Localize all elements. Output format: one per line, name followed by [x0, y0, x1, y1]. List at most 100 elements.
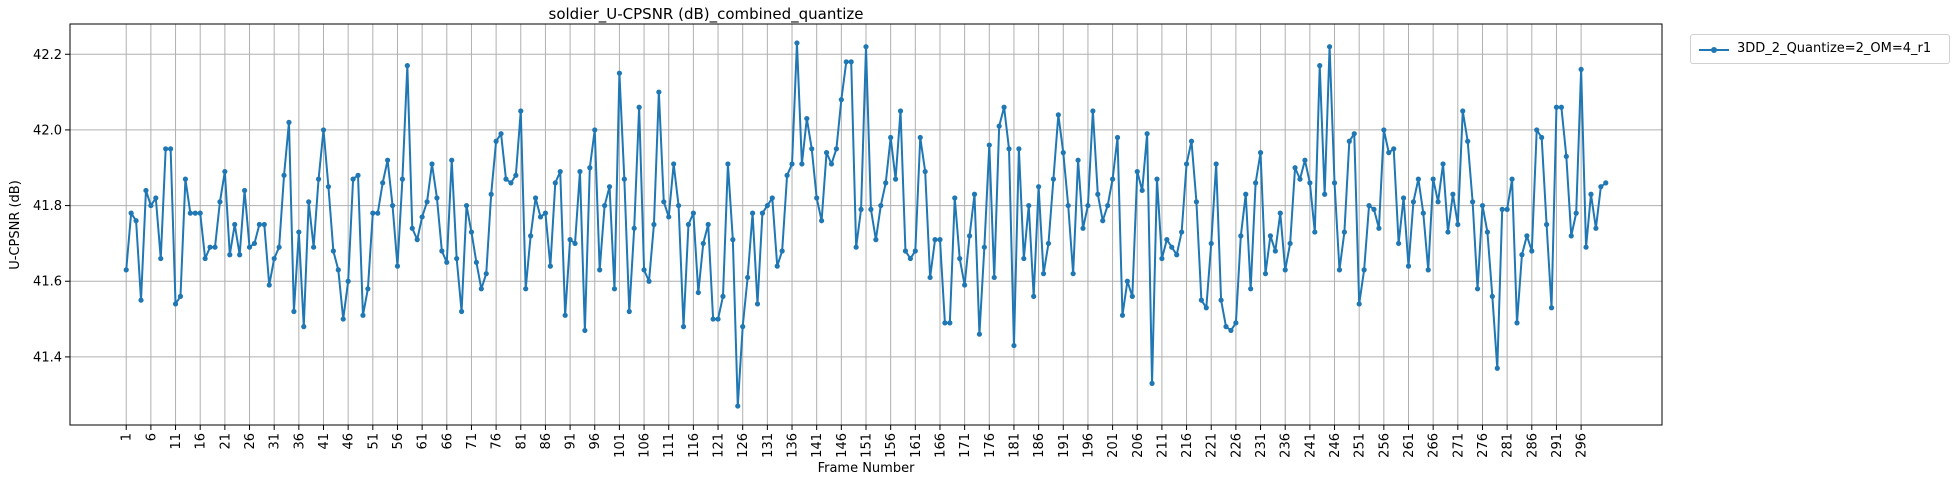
- data-point: [424, 199, 430, 205]
- data-point: [532, 195, 539, 201]
- x-tick-label: 71: [465, 433, 480, 450]
- y-tick-label: 41.8: [33, 199, 62, 214]
- data-point: [749, 210, 756, 216]
- y-tick-label: 42.2: [33, 48, 62, 63]
- data-point: [399, 176, 406, 182]
- data-point: [1253, 180, 1259, 186]
- data-point: [1578, 66, 1584, 72]
- data-point: [1474, 286, 1481, 292]
- data-point: [523, 286, 529, 292]
- data-point: [291, 308, 297, 315]
- data-point: [1351, 131, 1357, 137]
- data-point: [320, 127, 327, 133]
- x-tick-label: 16: [194, 433, 209, 450]
- data-point: [345, 278, 351, 284]
- y-axis-ticks: 41.4 41.6 41.8 42.0 42.2: [33, 48, 70, 365]
- data-point: [1341, 229, 1347, 235]
- data-point: [1499, 206, 1505, 212]
- data-point: [409, 225, 415, 231]
- data-point: [853, 244, 859, 250]
- data-point: [1267, 233, 1274, 239]
- data-point: [276, 244, 282, 250]
- data-point: [1460, 108, 1466, 114]
- data-point: [1539, 134, 1545, 141]
- x-tick-label: 236: [1279, 433, 1294, 458]
- data-point: [365, 286, 371, 292]
- data-point: [1396, 240, 1402, 247]
- data-point: [883, 180, 889, 186]
- data-point: [434, 195, 440, 201]
- x-tick-label: 276: [1476, 433, 1491, 458]
- data-point: [202, 255, 208, 262]
- data-point: [1440, 161, 1446, 167]
- data-point: [1164, 237, 1170, 243]
- x-tick-label: 61: [416, 433, 431, 450]
- data-point: [375, 210, 381, 216]
- data-point: [483, 271, 489, 277]
- data-point: [1105, 202, 1111, 209]
- data-point: [991, 274, 997, 281]
- data-point: [1208, 240, 1214, 247]
- data-point: [1179, 229, 1185, 235]
- data-point: [1430, 176, 1436, 182]
- data-point: [1548, 305, 1555, 311]
- data-point: [1080, 225, 1086, 231]
- data-point: [769, 195, 775, 201]
- data-point: [232, 221, 238, 228]
- data-point: [1519, 252, 1525, 258]
- data-point: [1233, 320, 1239, 326]
- x-tick-label: 156: [884, 433, 899, 458]
- data-point: [1011, 342, 1017, 349]
- data-point: [1445, 229, 1451, 235]
- data-point: [754, 301, 761, 307]
- data-point: [355, 172, 361, 178]
- data-point: [306, 199, 312, 205]
- data-point: [764, 202, 770, 209]
- data-point: [838, 97, 844, 103]
- data-point: [1361, 267, 1367, 273]
- data-point: [1504, 206, 1510, 212]
- x-tick-label: 41: [317, 433, 332, 450]
- x-tick-label: 136: [786, 433, 801, 458]
- data-point: [557, 168, 563, 175]
- x-tick-label: 161: [909, 433, 924, 458]
- data-point: [1534, 127, 1540, 133]
- data-point: [685, 221, 692, 228]
- x-axis-ticks: 1 6 11 16 21 26 31 36 41 46 51 56 61 66 71 76 81 86 91 96 10…: [120, 425, 1590, 458]
- data-point: [1465, 138, 1471, 144]
- data-point: [888, 134, 894, 141]
- x-tick-label: 201: [1106, 433, 1121, 458]
- data-point: [1193, 199, 1200, 205]
- data-point: [222, 168, 228, 175]
- data-point: [449, 157, 455, 163]
- data-point: [1174, 252, 1180, 258]
- data-point: [1391, 146, 1397, 152]
- data-point: [128, 210, 134, 216]
- data-point: [1543, 221, 1550, 228]
- data-point: [823, 150, 830, 156]
- data-point: [828, 161, 835, 167]
- data-point: [621, 176, 627, 182]
- x-tick-label: 266: [1427, 433, 1442, 458]
- data-point: [1494, 365, 1500, 371]
- data-point: [759, 210, 766, 216]
- data-point: [952, 195, 958, 201]
- x-tick-label: 101: [613, 433, 628, 458]
- data-point: [261, 221, 267, 228]
- data-point: [1050, 176, 1057, 182]
- data-point: [1257, 150, 1264, 156]
- data-point: [163, 146, 169, 152]
- data-point: [513, 172, 519, 178]
- data-point: [246, 244, 253, 250]
- data-point: [656, 89, 662, 95]
- data-point: [873, 237, 879, 243]
- data-point: [1410, 199, 1417, 205]
- data-point: [217, 199, 223, 205]
- data-point: [804, 115, 810, 122]
- data-point: [138, 297, 144, 303]
- data-point: [1282, 267, 1288, 273]
- data-point: [1529, 248, 1535, 254]
- data-point: [463, 202, 470, 209]
- data-point: [153, 195, 159, 201]
- data-point: [1322, 191, 1328, 197]
